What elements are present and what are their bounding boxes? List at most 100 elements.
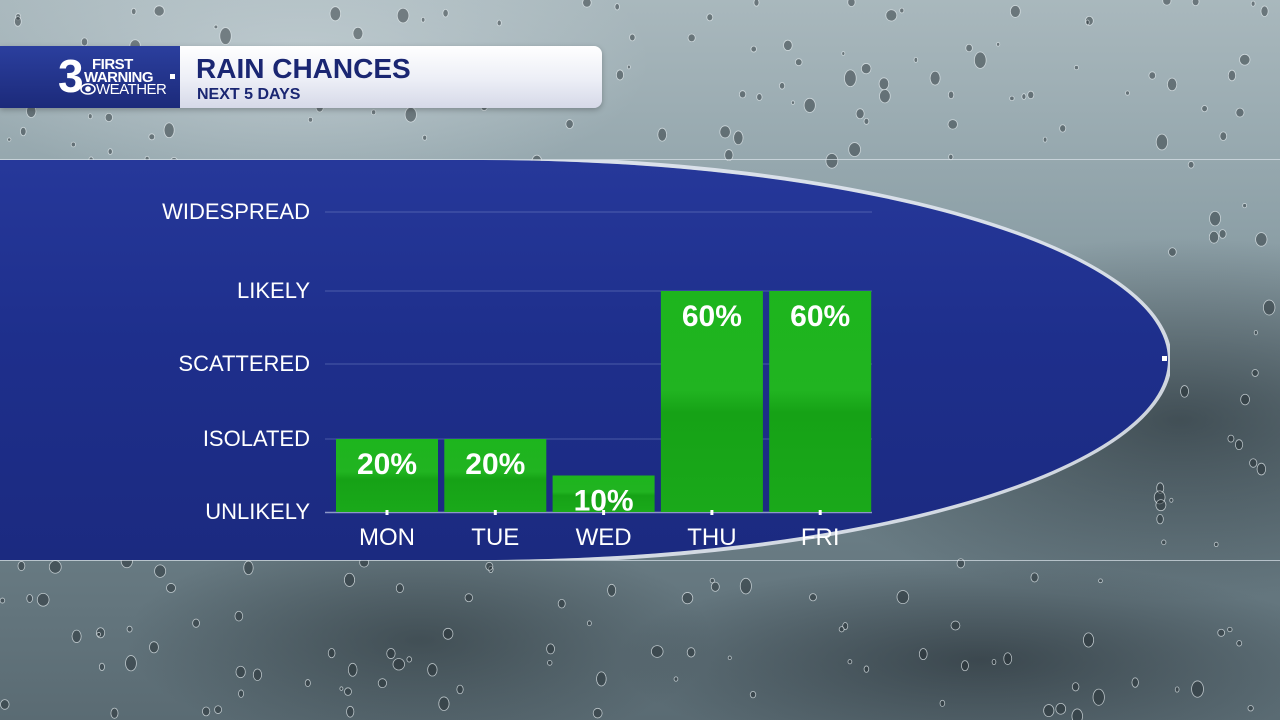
raindrop: [896, 590, 910, 605]
raindrop: [973, 51, 987, 69]
raindrop: [1260, 5, 1269, 17]
raindrop: [98, 662, 105, 672]
raindrop: [1169, 497, 1174, 503]
raindrop: [1082, 632, 1095, 648]
raindrop: [547, 660, 553, 666]
raindrop: [733, 130, 744, 146]
raindrop: [36, 592, 50, 607]
raindrop: [329, 6, 342, 22]
raindrop: [327, 648, 336, 659]
raindrop: [1235, 107, 1245, 118]
raindrop: [750, 45, 757, 53]
x-tick-label: TUE: [471, 524, 519, 551]
raindrop: [26, 594, 33, 603]
raindrop: [1187, 160, 1195, 169]
raindrop: [899, 7, 905, 14]
raindrop: [749, 690, 757, 699]
raindrop: [1155, 499, 1167, 512]
raindrop: [965, 43, 973, 53]
raindrop: [339, 686, 344, 691]
x-tick-label: FRI: [801, 524, 840, 551]
raindrop: [1148, 71, 1156, 80]
raindrop: [87, 113, 93, 120]
raindrop: [863, 117, 870, 125]
y-level-label: SCATTERED: [178, 351, 310, 376]
raindrop: [154, 564, 167, 578]
page-title: RAIN CHANCES: [196, 53, 411, 84]
y-level-label: ISOLATED: [202, 426, 310, 451]
raindrop: [615, 69, 624, 81]
raindrop: [753, 0, 760, 7]
raindrop: [991, 658, 997, 666]
raindrop: [673, 676, 679, 682]
raindrop: [961, 660, 969, 672]
raindrop: [790, 100, 795, 105]
raindrop: [825, 153, 839, 169]
raindrop: [844, 69, 857, 88]
logo-line-weather: WEATHER: [96, 81, 167, 98]
raindrop: [586, 620, 592, 627]
raindrop: [96, 632, 102, 637]
raindrop: [1073, 65, 1079, 71]
raindrop: [395, 583, 404, 594]
raindrop: [346, 705, 355, 718]
raindrop: [1262, 299, 1276, 316]
raindrop: [104, 112, 113, 122]
raindrop: [1180, 385, 1189, 398]
raindrop: [371, 109, 377, 116]
raindrop: [1249, 458, 1258, 468]
raindrop: [1208, 230, 1220, 244]
raindrop: [947, 90, 955, 100]
x-tick: [818, 510, 822, 515]
raindrop: [442, 8, 449, 18]
raindrop: [1227, 434, 1235, 443]
raindrop: [7, 137, 12, 142]
raindrop: [107, 148, 113, 155]
raindrop: [1162, 0, 1172, 6]
raindrop: [420, 16, 426, 23]
raindrop: [14, 16, 22, 27]
bar-mon: [336, 439, 438, 512]
raindrop: [1009, 95, 1015, 102]
raindrop: [1153, 490, 1166, 505]
raindrop: [131, 7, 137, 15]
raindrop: [947, 119, 958, 130]
bar-value-label: 20%: [357, 448, 417, 481]
x-tick-label: MON: [359, 524, 415, 551]
raindrop: [243, 560, 254, 576]
bar-value-label: 60%: [682, 300, 742, 333]
raindrop: [1161, 539, 1167, 546]
raindrop: [20, 126, 27, 137]
raindrop: [650, 645, 664, 658]
raindrop: [110, 707, 119, 719]
raindrop: [841, 51, 846, 56]
raindrop: [878, 77, 890, 91]
raindrop: [1219, 131, 1228, 141]
raindrop: [148, 133, 156, 141]
raindrop: [126, 625, 133, 633]
raindrop: [885, 9, 898, 22]
raindrop: [214, 705, 223, 714]
raindrop: [1251, 369, 1259, 377]
raindrop: [213, 24, 219, 30]
x-tick: [602, 510, 606, 515]
logo-dot: [170, 74, 175, 79]
raindrop: [1085, 19, 1090, 26]
raindrop: [1253, 329, 1258, 336]
raindrop: [803, 97, 816, 113]
raindrop: [1255, 232, 1268, 247]
raindrop: [1174, 686, 1180, 693]
raindrop: [1247, 705, 1254, 712]
bar-wed: [552, 475, 655, 512]
raindrop: [442, 627, 454, 640]
raindrop: [80, 37, 89, 47]
raindrop: [377, 678, 387, 689]
raindrop: [438, 696, 450, 711]
raindrop: [1191, 680, 1204, 698]
raindrop: [352, 26, 364, 41]
raindrop: [1234, 439, 1244, 451]
raindrop: [565, 119, 574, 129]
raindrop: [719, 125, 731, 139]
raindrop: [1217, 628, 1226, 637]
